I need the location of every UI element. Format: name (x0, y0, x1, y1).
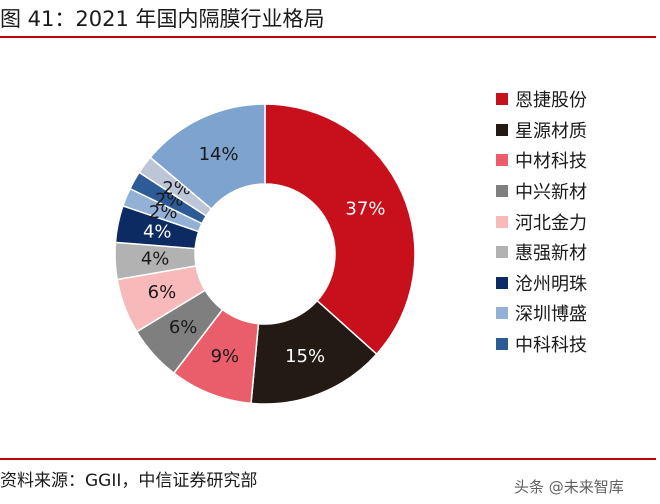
legend-item: 恩捷股份 (496, 84, 587, 115)
legend-item: 沧州明珠 (496, 268, 587, 299)
chart-legend: 恩捷股份星源材质中材科技中兴新材河北金力惠强新材沧州明珠深圳博盛中科科技 (496, 84, 587, 359)
donut-slice (264, 103, 416, 356)
legend-label: 沧州明珠 (515, 273, 587, 295)
legend-swatch (496, 307, 508, 320)
slice-value-label: 6% (148, 282, 177, 303)
figure-title: 图 41：2021 年国内隔膜行业格局 (0, 7, 325, 31)
legend-item: 惠强新材 (496, 237, 587, 268)
legend-label: 深圳博盛 (515, 304, 587, 326)
legend-swatch (496, 185, 508, 198)
slice-value-label: 14% (199, 144, 239, 165)
legend-label: 星源材质 (515, 120, 587, 142)
donut-slice (149, 103, 266, 210)
legend-swatch (496, 338, 508, 351)
slice-value-label: 6% (169, 317, 198, 338)
slice-value-label: 9% (211, 346, 240, 367)
legend-item: 深圳博盛 (496, 298, 587, 329)
legend-swatch (496, 123, 508, 136)
legend-label: 中兴新材 (515, 182, 587, 204)
legend-item: 中科科技 (496, 329, 587, 360)
legend-item: 星源材质 (496, 115, 587, 146)
slice-value-label: 37% (345, 199, 385, 220)
slice-value-label: 15% (285, 346, 325, 367)
legend-swatch (496, 246, 508, 259)
legend-item: 中兴新材 (496, 176, 587, 207)
legend-swatch (496, 154, 508, 167)
legend-item: 河北金力 (496, 206, 587, 237)
legend-swatch (496, 215, 508, 228)
legend-label: 中材科技 (515, 151, 587, 173)
legend-swatch (496, 276, 508, 289)
watermark-text: 头条 @未来智库 (514, 478, 624, 496)
legend-label: 河北金力 (515, 212, 587, 234)
legend-label: 恩捷股份 (515, 90, 587, 112)
slice-value-label: 4% (143, 221, 172, 242)
legend-label: 中科科技 (515, 335, 587, 357)
source-note: 资料来源：GGII，中信证券研究部 (0, 471, 258, 491)
source-divider (0, 458, 656, 460)
title-divider (0, 36, 656, 38)
legend-label: 惠强新材 (515, 243, 587, 265)
legend-item: 中材科技 (496, 145, 587, 176)
legend-swatch (496, 93, 508, 106)
slice-value-label: 4% (141, 249, 170, 270)
donut-chart: 37%15%9%6%6%4%4%2%2%2%14% (114, 103, 416, 405)
